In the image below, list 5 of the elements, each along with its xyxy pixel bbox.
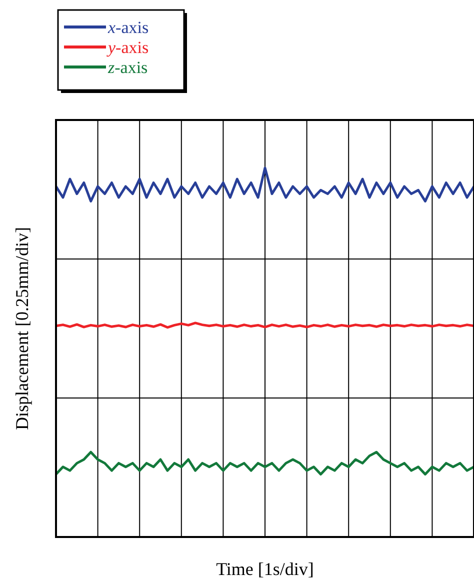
legend-label: z-axis	[107, 58, 148, 77]
legend-label: y-axis	[106, 38, 149, 57]
x-axis-title: Time [1s/div]	[216, 559, 314, 579]
y-axis-title: Displacement [0.25mm/div]	[12, 227, 32, 430]
legend-label: x-axis	[107, 18, 149, 37]
